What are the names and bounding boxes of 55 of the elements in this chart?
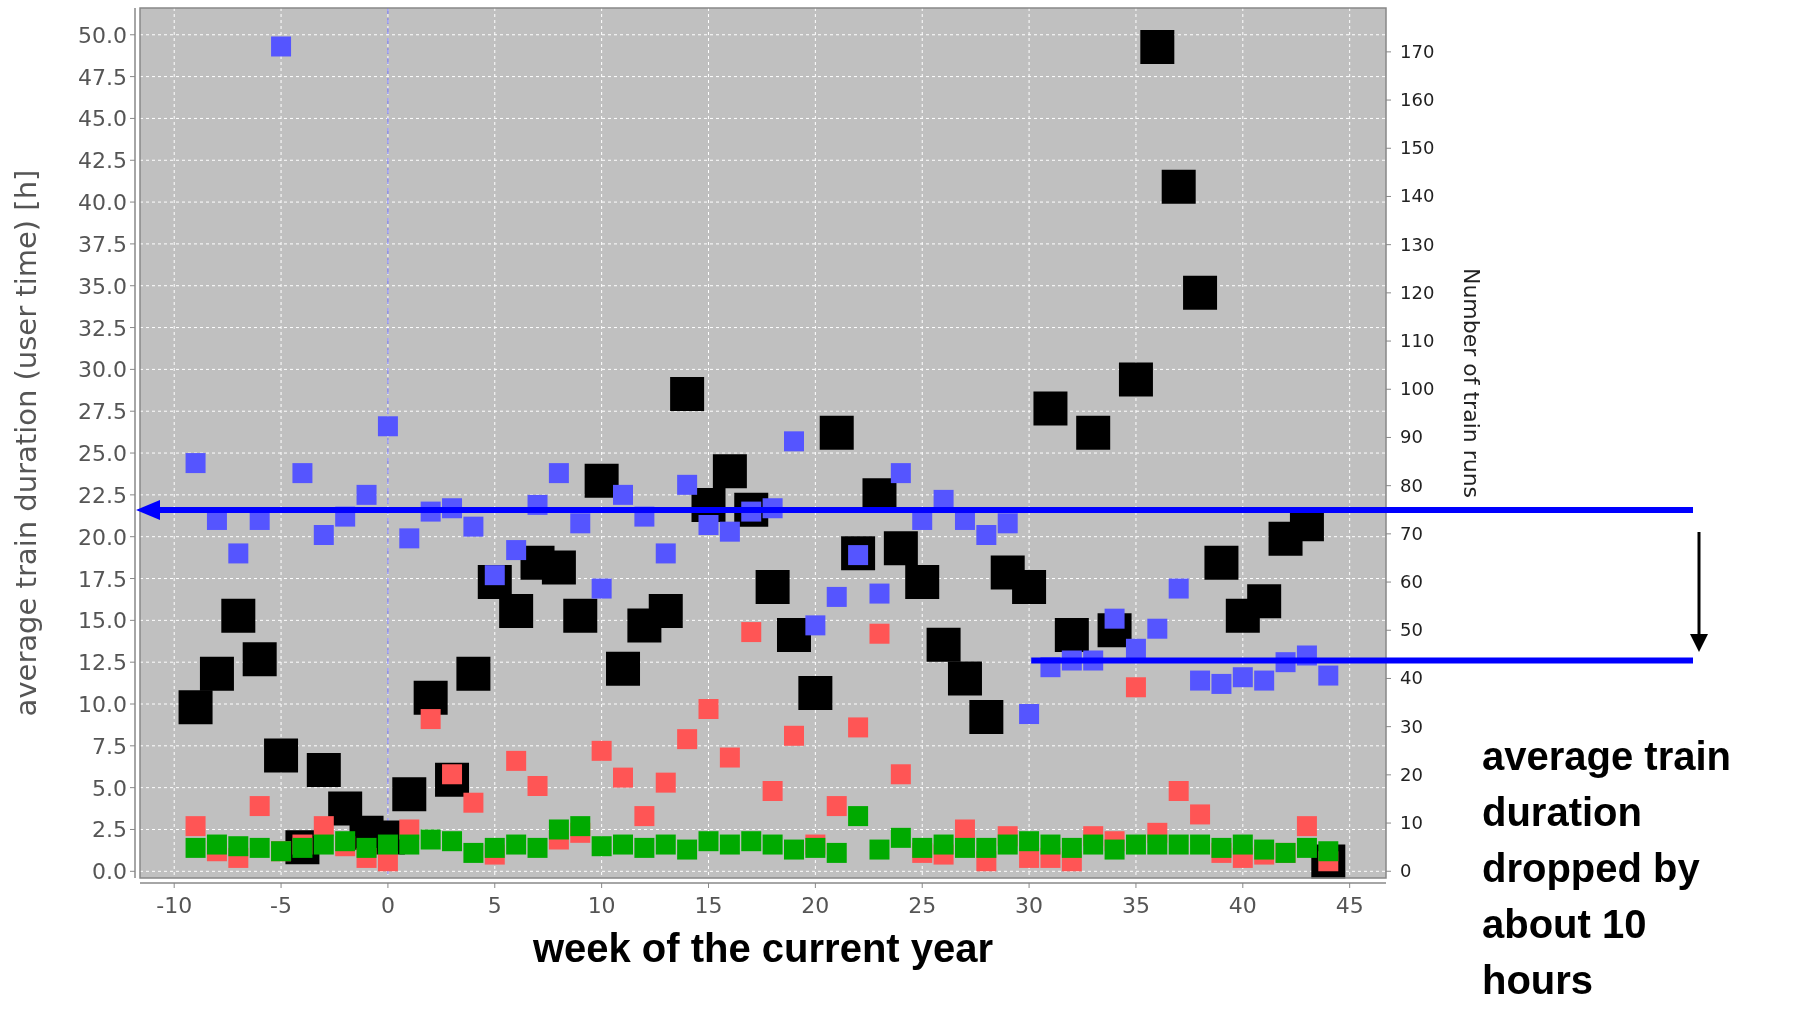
- y-tick-label: 27.5: [78, 399, 127, 425]
- y2-tick-label: 160: [1400, 89, 1435, 111]
- y-axis-title: average train duration (user time) [h]: [9, 169, 43, 717]
- y-tick-label: 22.5: [78, 482, 127, 508]
- y2-tick-label: 100: [1400, 378, 1435, 400]
- y-tick-label: 32.5: [78, 315, 127, 341]
- y-tick-label: 20.0: [78, 524, 127, 550]
- y2-tick-label: 30: [1400, 715, 1423, 737]
- text: average train duration dropped by about 10 hours: [1482, 734, 1732, 1002]
- y2-tick-label: 0: [1400, 860, 1412, 882]
- y2-tick-label: 20: [1400, 763, 1423, 785]
- y-tick-label: 15.0: [78, 608, 127, 634]
- x-tick-label: 15: [694, 893, 723, 918]
- y2-tick-label: 120: [1400, 281, 1435, 303]
- y-tick-label: 7.5: [92, 733, 127, 759]
- x-axis-title: week of the current year: [531, 926, 994, 970]
- y2-tick-label: 70: [1400, 522, 1423, 544]
- y-tick-label: 0.0: [92, 859, 127, 885]
- y2-tick-label: 90: [1400, 426, 1423, 448]
- x-tick-label: 35: [1121, 893, 1150, 918]
- y2-tick-label: 10: [1400, 812, 1423, 834]
- x-tick-label: 5: [487, 893, 502, 918]
- y2-tick-label: 80: [1400, 474, 1423, 496]
- y-tick-label: 50.0: [78, 22, 127, 48]
- x-tick-label: 25: [908, 893, 937, 918]
- y-tick-label: 40.0: [78, 190, 127, 216]
- y2-axis-title: Number of train runs: [1459, 267, 1484, 499]
- y-tick-label: 25.0: [78, 441, 127, 467]
- y-tick-label: 5.0: [92, 775, 127, 801]
- y2-tick-label: 150: [1400, 137, 1435, 159]
- y-tick-label: 37.5: [78, 231, 127, 257]
- y2-tick-label: 50: [1400, 619, 1423, 641]
- x-tick-label: 10: [587, 893, 616, 918]
- y-tick-label: 17.5: [78, 566, 127, 592]
- x-tick-label: 20: [801, 893, 830, 918]
- x-tick-label: 30: [1015, 893, 1044, 918]
- y-tick-label: 42.5: [78, 148, 127, 174]
- x-tick-label: -5: [270, 893, 293, 918]
- y2-tick-label: 170: [1400, 40, 1435, 62]
- y2-tick-label: 130: [1400, 233, 1435, 255]
- x-tick-label: 45: [1335, 893, 1364, 918]
- y-tick-label: 30.0: [78, 357, 127, 383]
- y2-tick-label: 110: [1400, 330, 1435, 352]
- y-tick-label: 45.0: [78, 106, 127, 132]
- x-tick-label: 40: [1228, 893, 1257, 918]
- y-tick-label: 35.0: [78, 273, 127, 299]
- y2-tick-label: 60: [1400, 571, 1423, 593]
- y-tick-label: 12.5: [78, 650, 127, 676]
- y2-tick-label: 40: [1400, 667, 1423, 689]
- x-tick-label: 0: [380, 893, 395, 918]
- y-tick-label: 47.5: [78, 64, 127, 90]
- y2-tick-label: 140: [1400, 185, 1435, 207]
- x-tick-label: -10: [156, 893, 193, 918]
- y-tick-label: 2.5: [92, 817, 127, 843]
- y-tick-label: 10.0: [78, 692, 127, 717]
